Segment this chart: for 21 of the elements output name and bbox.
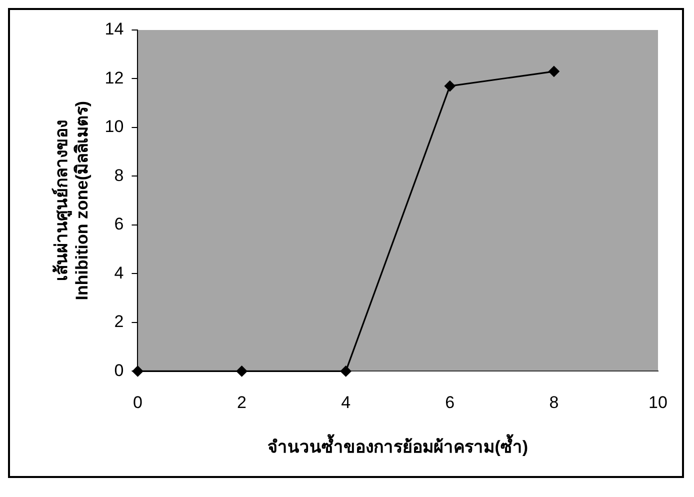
point <box>236 366 248 377</box>
y-tick-label: 8 <box>114 166 124 185</box>
y-tick-label: 6 <box>114 214 124 234</box>
y-tick-label: 4 <box>114 263 124 282</box>
y-tick-label: 14 <box>104 20 124 39</box>
point <box>132 366 144 377</box>
point <box>340 366 352 377</box>
x-tick-label: 0 <box>132 393 142 412</box>
x-axis-title: จำนวนซ้ำของการย้อมผ้าคราม(ซ้ำ) <box>268 433 528 456</box>
x-tick-label: 6 <box>445 393 455 412</box>
x-tick-label: 10 <box>648 393 668 412</box>
point <box>444 80 456 92</box>
x-tick-label: 2 <box>237 393 246 412</box>
y-axis-title: เส้นผ่านศูนย์กลางของ Inhibition zone(มิลลิเมตร) <box>50 100 92 300</box>
point <box>548 66 560 77</box>
y-tick-label: 0 <box>114 360 124 380</box>
y-tick-label: 10 <box>104 117 124 136</box>
x-tick-label: 4 <box>341 393 351 412</box>
y-tick-label: 2 <box>114 312 124 332</box>
y-tick-label: 12 <box>104 68 124 88</box>
x-tick-label: 8 <box>549 393 559 412</box>
